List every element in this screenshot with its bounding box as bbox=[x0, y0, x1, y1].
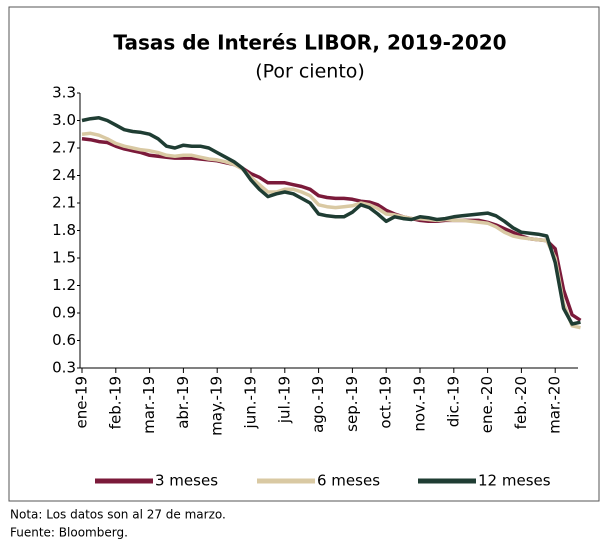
y-tick-label: 1.8 bbox=[52, 221, 76, 239]
chart-subtitle: (Por ciento) bbox=[255, 61, 365, 83]
x-tick-label: ene.-20 bbox=[478, 376, 496, 433]
x-tick-label: ene-19 bbox=[73, 376, 91, 428]
y-tick-label: 3.0 bbox=[52, 111, 76, 129]
y-tick-label: 3.3 bbox=[52, 84, 76, 102]
chart-title: Tasas de Interés LIBOR, 2019-2020 bbox=[113, 31, 506, 55]
x-tick-label: jul.-19 bbox=[275, 376, 293, 424]
x-tick-label: abr.-19 bbox=[174, 376, 192, 429]
y-tick-label: 0.3 bbox=[52, 359, 76, 377]
y-tick-label: 0.9 bbox=[52, 304, 76, 322]
legend-label: 6 meses bbox=[317, 472, 380, 490]
x-tick-label: nov.-19 bbox=[411, 376, 429, 432]
x-tick-label: ago.-19 bbox=[309, 376, 327, 433]
line-series bbox=[81, 131, 581, 330]
x-tick-label: may.-19 bbox=[208, 376, 226, 436]
x-tick-label: mar.-19 bbox=[140, 376, 158, 434]
line-series bbox=[81, 137, 582, 322]
x-tick-label: feb.-20 bbox=[512, 376, 530, 429]
source: Fuente: Bloomberg. bbox=[10, 526, 128, 540]
x-tick-label: oct.-19 bbox=[377, 376, 395, 429]
x-tick-label: mar.-20 bbox=[546, 376, 564, 434]
y-tick-label: 2.1 bbox=[52, 194, 76, 212]
x-tick-label: dic.-19 bbox=[444, 376, 462, 427]
legend-label: 12 meses bbox=[478, 472, 551, 490]
note: Nota: Los datos son al 27 de marzo. bbox=[10, 508, 226, 522]
y-tick-label: 1.2 bbox=[52, 276, 76, 294]
line-series bbox=[81, 116, 581, 326]
y-tick-label: 2.4 bbox=[52, 166, 76, 184]
y-tick-label: 2.7 bbox=[52, 139, 76, 157]
x-tick-label: sep.-19 bbox=[343, 376, 361, 432]
x-tick-label: jun.-19 bbox=[242, 376, 260, 429]
y-tick-label: 0.6 bbox=[52, 331, 76, 349]
y-tick-label: 1.5 bbox=[52, 249, 76, 267]
frame bbox=[8, 6, 600, 502]
legend-label: 3 meses bbox=[155, 472, 218, 490]
x-tick-label: feb.-19 bbox=[106, 376, 124, 429]
